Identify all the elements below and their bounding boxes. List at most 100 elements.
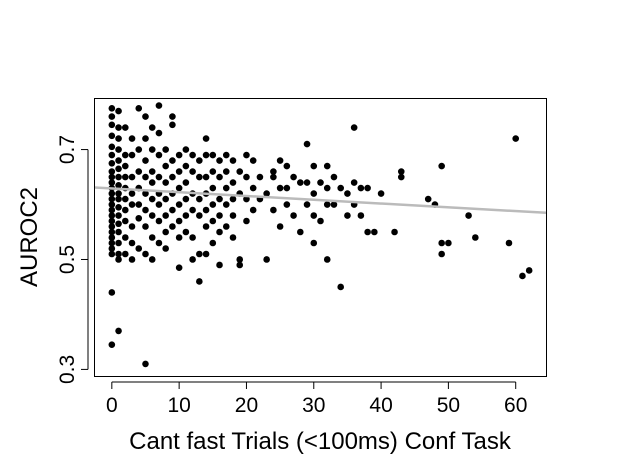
data-point [310,212,318,219]
data-point [222,168,230,175]
data-point [222,223,230,230]
data-point [438,239,445,247]
data-point [121,217,129,225]
data-point [115,157,122,164]
data-point [142,135,149,142]
data-point [249,184,257,192]
data-point [310,239,318,247]
data-point [162,212,169,219]
data-point [209,184,217,192]
data-point [115,181,122,189]
data-point [175,264,183,272]
data-point [182,195,190,203]
data-point [121,206,129,214]
data-point [357,212,365,219]
y-tick-label: 0.5 [56,245,79,274]
data-point [108,168,116,175]
data-point [189,206,196,214]
data-points [108,102,533,368]
x-axis: 0 10 20 30 40 50 60 [106,381,527,417]
data-point [525,267,533,274]
data-point [142,206,149,214]
data-point [397,173,405,181]
data-point [162,195,169,203]
data-point [142,360,149,368]
data-point [270,206,277,214]
data-point [155,151,163,159]
data-point [323,162,331,170]
x-tick-label: 0 [106,394,118,417]
data-point [128,239,136,247]
data-point [108,160,116,167]
data-point [135,105,143,112]
data-point [209,239,217,247]
data-point [155,201,163,208]
data-point [229,234,237,241]
data-point [121,173,129,181]
data-point [196,278,203,285]
data-point [175,168,183,175]
data-point [115,146,122,153]
data-point [276,157,284,164]
data-point [128,135,136,142]
data-point [108,228,116,236]
data-point [350,179,358,186]
data-point [249,206,257,214]
data-point [115,165,122,173]
data-point [391,228,398,236]
data-point [169,206,176,214]
data-point [148,124,156,131]
data-point [276,184,284,192]
data-point [142,113,149,120]
data-point [142,250,149,258]
x-tick-label: 50 [437,394,460,417]
data-point [202,151,210,159]
data-point [108,239,116,247]
data-point [162,245,169,252]
data-point [303,201,311,208]
x-tick-label: 30 [302,394,325,417]
data-point [115,228,122,236]
data-point [229,157,237,164]
data-point [222,151,230,159]
data-point [283,184,291,192]
data-point [216,157,223,164]
data-point [155,102,163,109]
data-point [438,250,445,258]
data-point [135,201,143,208]
data-point [290,173,297,181]
data-point [108,121,116,129]
data-point [189,168,196,175]
data-point [512,135,520,142]
data-point [243,217,250,225]
data-point [135,245,143,252]
x-axis-title: Cant fast Trials (<100ms) Conf Task [129,428,512,455]
y-axis-title: AUROC2 [16,187,43,287]
data-point [115,212,122,219]
data-point [108,223,116,230]
data-point [236,168,244,175]
data-point [243,151,250,159]
data-point [276,223,284,230]
y-tick-label: 0.7 [56,135,79,164]
data-point [364,184,371,192]
data-point [148,146,156,153]
data-point [222,201,230,208]
data-point [202,223,210,230]
data-point [121,234,129,241]
data-point [303,179,311,186]
data-point [263,190,270,197]
x-tick-label: 40 [369,394,392,417]
data-point [135,168,143,175]
data-point [323,256,331,263]
data-point [142,157,149,164]
data-point [142,223,149,230]
plot-frame [94,98,547,377]
data-point [115,203,122,211]
data-point [108,212,116,219]
data-point [297,228,304,236]
data-point [148,179,156,186]
data-point [317,179,324,186]
data-point [249,157,257,164]
data-point [108,113,116,120]
